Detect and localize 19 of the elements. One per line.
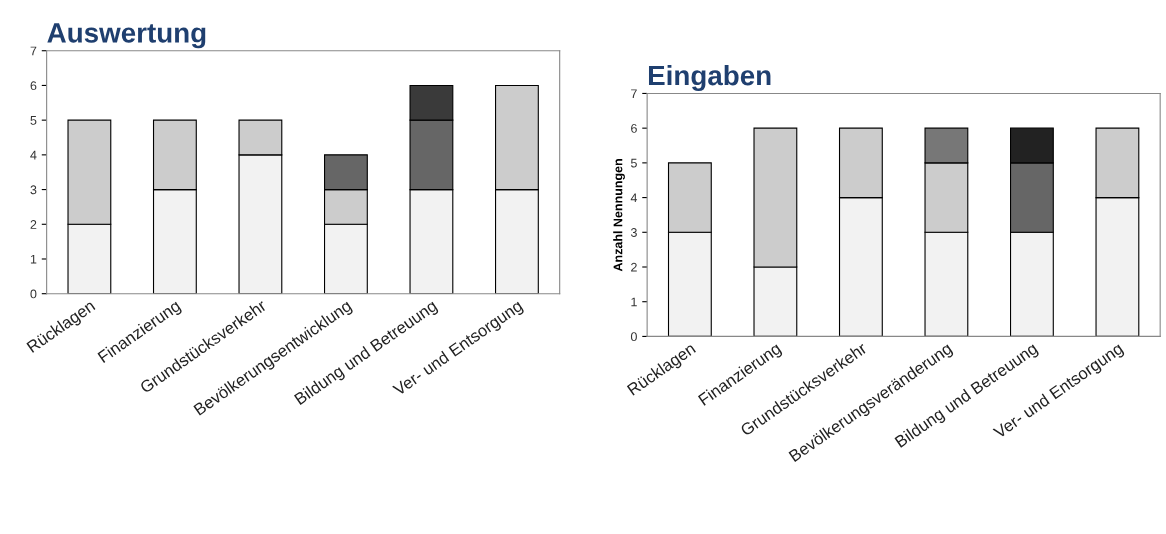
y-tick-label: 2 [30, 220, 37, 229]
y-tick-label: 5 [630, 158, 637, 168]
chart-title: Eingaben [648, 64, 771, 91]
y-tick-label: 3 [30, 185, 37, 195]
y-tick-label: 7 [30, 46, 37, 56]
y-tick-label: 1 [631, 297, 637, 307]
y-axis-title: Anzahl Nennungen [613, 159, 625, 272]
y-tick-label: 3 [630, 228, 637, 237]
y-tick-label: 2 [631, 262, 637, 272]
y-tick-label: 0 [630, 332, 637, 342]
y-tick-label: 4 [30, 150, 37, 160]
y-tick-label: 6 [631, 123, 637, 133]
chart-title: Auswertung [47, 23, 206, 49]
y-tick-label: 5 [30, 116, 37, 125]
y-tick-label: 0 [30, 289, 37, 299]
y-tick-label: 7 [631, 89, 637, 98]
y-tick-label: 6 [30, 81, 37, 91]
y-tick-label: 1 [30, 254, 37, 264]
y-tick-label: 4 [630, 193, 638, 203]
